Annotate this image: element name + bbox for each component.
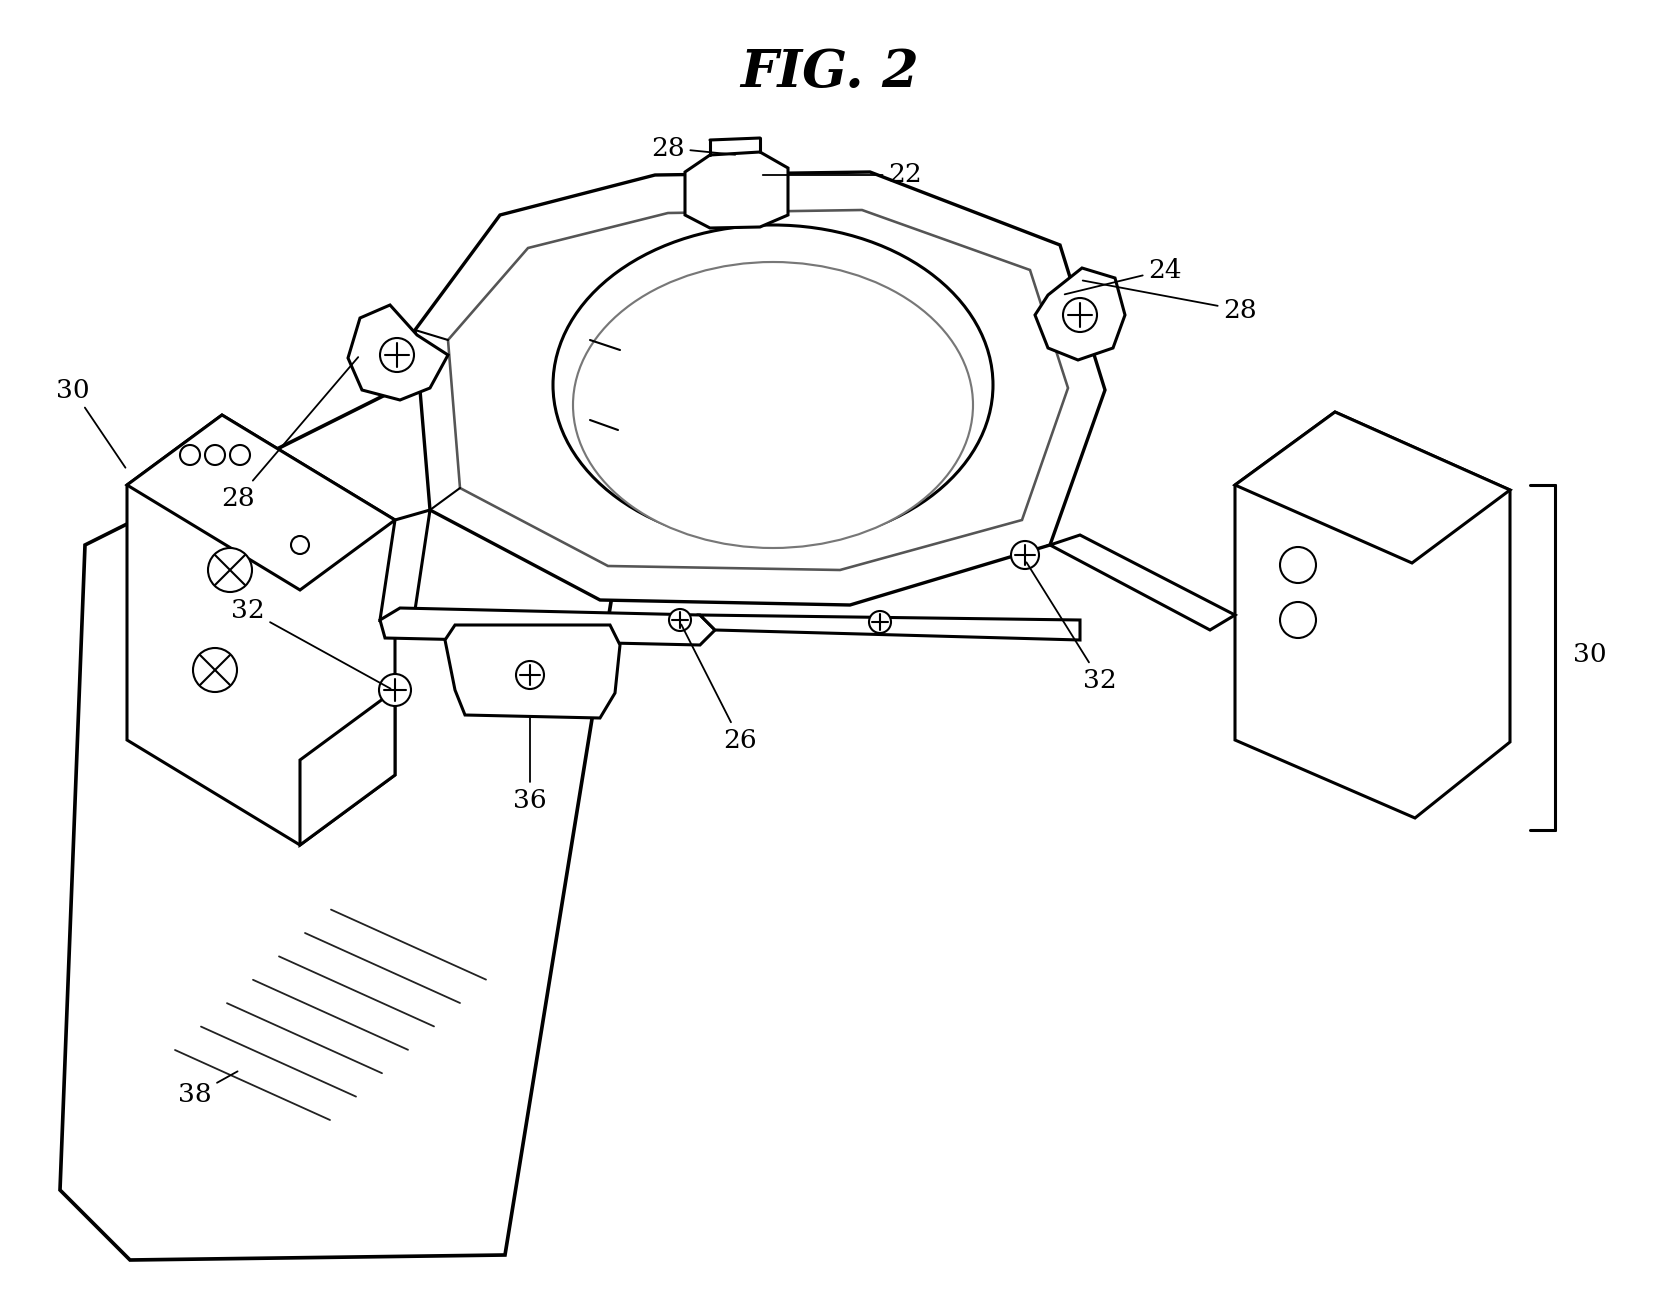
Polygon shape xyxy=(1235,412,1511,563)
Text: 22: 22 xyxy=(764,163,921,188)
Text: 28: 28 xyxy=(221,357,359,510)
Circle shape xyxy=(208,548,252,592)
Ellipse shape xyxy=(553,224,993,544)
Text: 26: 26 xyxy=(681,625,757,753)
Polygon shape xyxy=(60,276,661,1260)
Text: 30: 30 xyxy=(56,378,126,467)
Circle shape xyxy=(290,537,309,554)
Circle shape xyxy=(516,661,544,689)
Polygon shape xyxy=(701,615,1081,640)
Circle shape xyxy=(380,338,413,373)
Circle shape xyxy=(204,445,226,464)
Circle shape xyxy=(1280,602,1316,638)
Ellipse shape xyxy=(573,262,973,548)
Polygon shape xyxy=(300,690,395,845)
Polygon shape xyxy=(380,607,715,646)
Text: FIG. 2: FIG. 2 xyxy=(740,46,920,97)
Circle shape xyxy=(179,445,199,464)
Text: 32: 32 xyxy=(1026,563,1117,693)
Text: 36: 36 xyxy=(513,718,546,812)
Circle shape xyxy=(1011,541,1039,569)
Polygon shape xyxy=(1034,268,1125,359)
Circle shape xyxy=(231,445,251,464)
Polygon shape xyxy=(128,415,395,590)
Polygon shape xyxy=(128,415,395,845)
Circle shape xyxy=(1280,547,1316,583)
Text: 28: 28 xyxy=(651,135,735,160)
Polygon shape xyxy=(349,304,448,400)
Circle shape xyxy=(868,611,891,632)
Polygon shape xyxy=(448,210,1067,569)
Circle shape xyxy=(378,674,412,706)
Polygon shape xyxy=(1051,535,1235,630)
Text: 28: 28 xyxy=(1082,281,1257,323)
Polygon shape xyxy=(380,510,430,621)
Text: 32: 32 xyxy=(231,597,390,689)
Polygon shape xyxy=(1235,412,1511,817)
Text: 30: 30 xyxy=(1574,643,1607,668)
Polygon shape xyxy=(415,172,1106,605)
Circle shape xyxy=(193,648,237,691)
Circle shape xyxy=(1062,298,1097,332)
Circle shape xyxy=(669,609,691,631)
Text: 24: 24 xyxy=(1064,257,1182,294)
Polygon shape xyxy=(686,152,788,228)
Text: 38: 38 xyxy=(178,1072,237,1107)
Polygon shape xyxy=(445,625,619,718)
